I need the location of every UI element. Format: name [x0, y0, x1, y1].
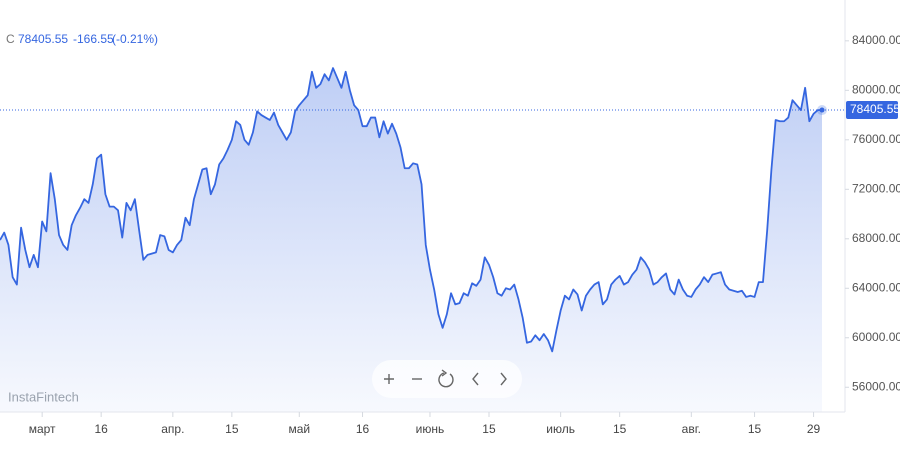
- toolbar: [372, 360, 522, 398]
- x-tick-label: март: [29, 422, 56, 436]
- y-tick-label: 72000.00: [852, 181, 900, 195]
- y-tick-label: 68000.00: [852, 231, 900, 245]
- last-price-label: 78405.55: [850, 102, 900, 116]
- last-point: [819, 107, 825, 113]
- x-tick-label: 15: [748, 422, 762, 436]
- legend-prefix: C: [6, 32, 15, 46]
- reset-button[interactable]: [435, 368, 457, 390]
- scroll-left-button[interactable]: [464, 368, 486, 390]
- x-tick-label: 15: [225, 422, 239, 436]
- x-tick-label: 15: [613, 422, 627, 436]
- zoom-in-button[interactable]: [378, 368, 400, 390]
- y-tick-label: 76000.00: [852, 132, 900, 146]
- last-price-box: [846, 101, 898, 120]
- x-tick-label: июль: [546, 422, 575, 436]
- x-tick-label: апр.: [161, 422, 184, 436]
- legend-close: 78405.55: [18, 32, 68, 46]
- price-line: [0, 67, 823, 353]
- y-tick-label: 80000.00: [852, 82, 900, 96]
- x-tick-label: 15: [482, 422, 496, 436]
- x-tick-label: май: [288, 422, 310, 436]
- x-tick-label: июнь: [416, 422, 445, 436]
- area: [0, 68, 822, 413]
- watermark: InstaFintech: [8, 389, 79, 404]
- zoom-out-button[interactable]: [406, 368, 428, 390]
- plot-area: [0, 67, 845, 413]
- legend-change: -166.55: [73, 32, 114, 46]
- x-tick-label: авг.: [682, 422, 701, 436]
- toolbar-bg: [372, 360, 522, 398]
- y-tick-label: 84000.00: [852, 33, 900, 47]
- x-tick-label: 16: [94, 422, 108, 436]
- scroll-right-button[interactable]: [493, 368, 515, 390]
- y-tick-label: 64000.00: [852, 280, 900, 294]
- y-tick-label: 56000.00: [852, 379, 900, 393]
- x-tick-label: 29: [807, 422, 821, 436]
- y-tick-label: 60000.00: [852, 330, 900, 344]
- legend-change-pct: (-0.21%): [112, 32, 158, 46]
- x-tick-label: 16: [356, 422, 370, 436]
